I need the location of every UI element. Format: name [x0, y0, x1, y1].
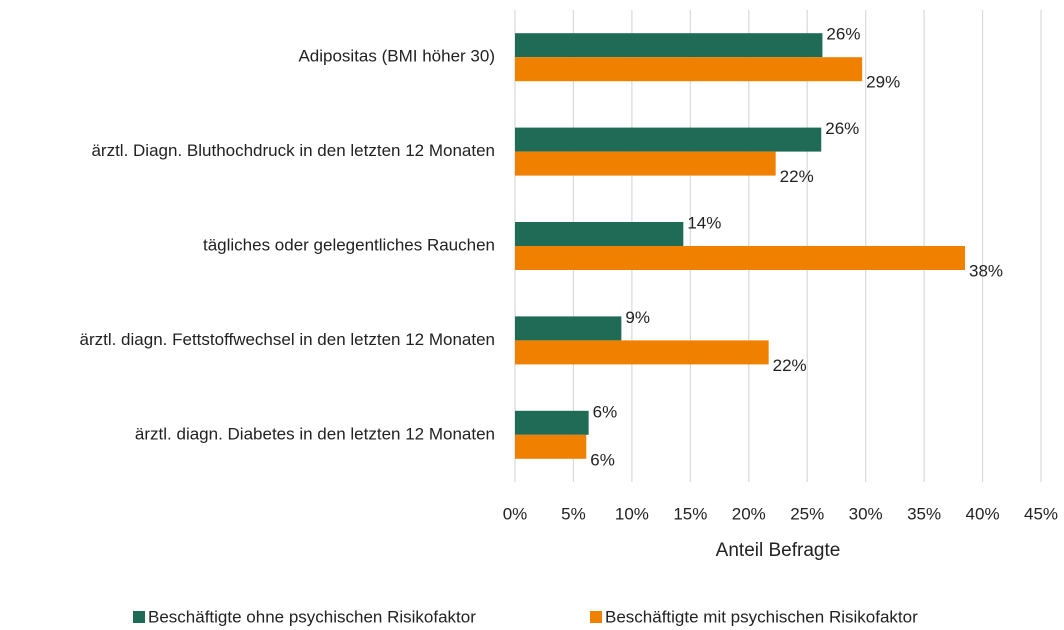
- x-tick-label: 0%: [503, 504, 528, 523]
- bar: [515, 57, 863, 82]
- x-tick-label: 5%: [561, 504, 586, 523]
- bar: [515, 127, 822, 152]
- bar: [515, 340, 769, 365]
- x-tick-label: 30%: [849, 504, 883, 523]
- y-tick-label: ärztl. Diagn. Bluthochdruck in den letzt…: [91, 141, 495, 160]
- y-tick-label: Adipositas (BMI höher 30): [298, 47, 495, 66]
- x-tick-label: 10%: [615, 504, 649, 523]
- value-label: 22%: [773, 356, 807, 375]
- x-tick-label: 20%: [732, 504, 766, 523]
- legend-label: Beschäftigte mit psychischen Risikofakto…: [605, 607, 918, 626]
- x-axis-title: Anteil Befragte: [716, 540, 841, 561]
- x-tick-label: 15%: [673, 504, 707, 523]
- legend-swatch: [133, 611, 145, 623]
- value-label: 29%: [866, 73, 900, 92]
- value-label: 26%: [825, 119, 859, 138]
- y-tick-label: ärztl. diagn. Diabetes in den letzten 12…: [135, 424, 495, 443]
- y-tick-label: tägliches oder gelegentliches Rauchen: [203, 235, 495, 254]
- bar: [515, 151, 776, 176]
- bar: [515, 222, 684, 246]
- bar: [515, 434, 587, 459]
- value-label: 38%: [969, 261, 1003, 280]
- value-label: 6%: [593, 402, 618, 421]
- legend-swatch: [590, 611, 602, 623]
- value-label: 26%: [826, 25, 860, 44]
- value-label: 14%: [687, 213, 721, 232]
- legend-label: Beschäftigte ohne psychischen Risikofakt…: [148, 607, 476, 626]
- value-label: 22%: [780, 167, 814, 186]
- value-label: 9%: [625, 308, 650, 327]
- bar: [515, 246, 966, 270]
- x-tick-label: 45%: [1024, 504, 1058, 523]
- x-tick-label: 35%: [907, 504, 941, 523]
- bar: [515, 316, 622, 341]
- x-tick-label: 25%: [790, 504, 824, 523]
- x-tick-label: 40%: [966, 504, 1000, 523]
- value-label: 6%: [590, 450, 615, 469]
- bar: [515, 33, 823, 58]
- bar: [515, 410, 589, 435]
- y-tick-label: ärztl. diagn. Fettstoffwechsel in den le…: [80, 330, 496, 349]
